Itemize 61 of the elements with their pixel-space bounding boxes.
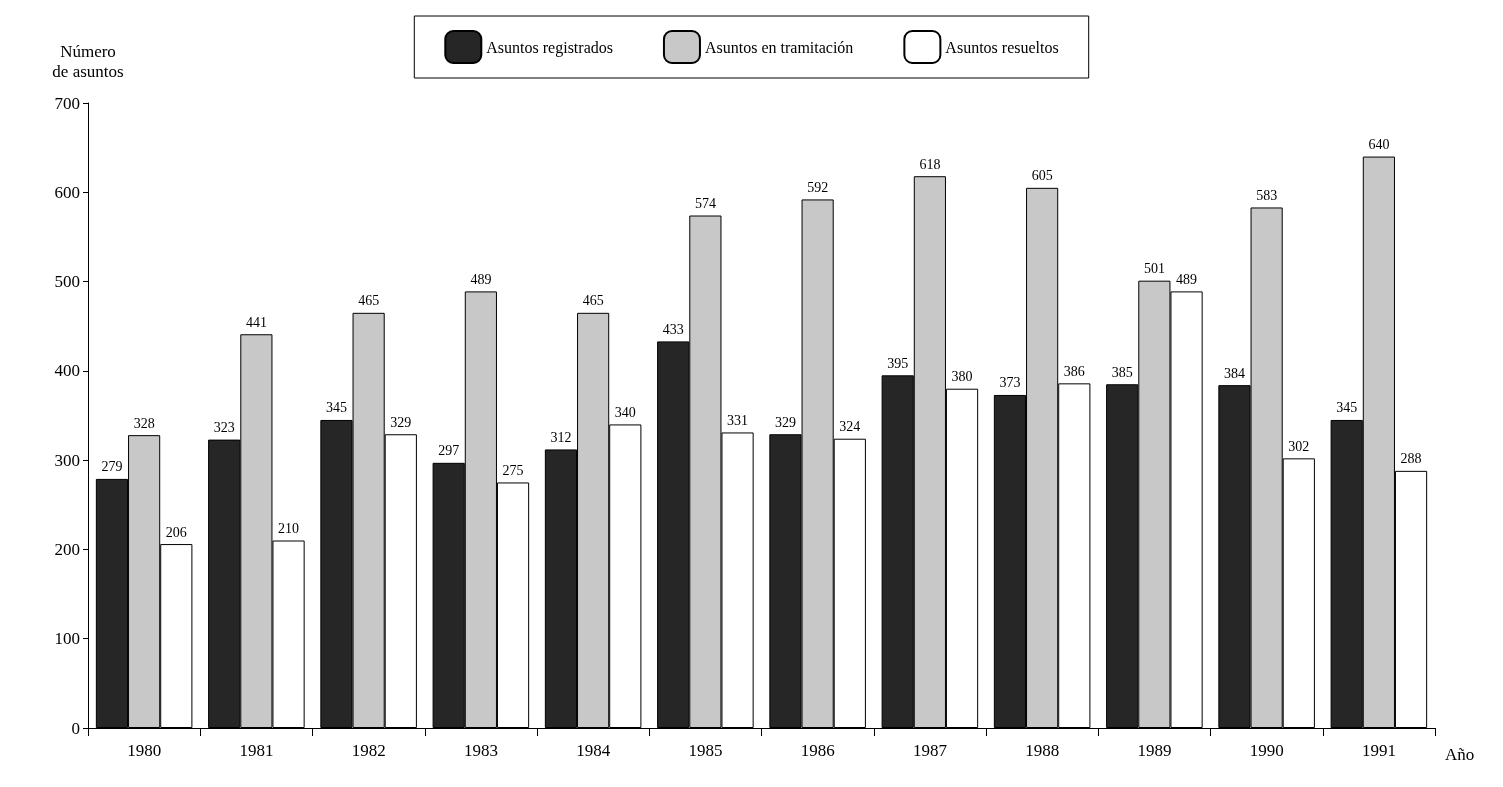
data-label: 640	[1368, 137, 1390, 153]
x-tick-label: 1982	[351, 741, 386, 760]
data-label: 618	[919, 156, 941, 172]
data-label: 345	[1336, 400, 1358, 416]
data-label: 433	[662, 321, 684, 337]
data-label: 328	[133, 415, 155, 431]
data-label: 331	[727, 412, 749, 428]
x-tick-label: 1984	[576, 741, 611, 760]
data-label: 329	[774, 414, 796, 430]
data-label: 441	[245, 314, 267, 330]
data-label: 489	[470, 271, 492, 287]
y-tick-label: 0	[71, 718, 80, 738]
data-label: 275	[502, 462, 524, 478]
data-label: 395	[887, 355, 909, 371]
x-tick-label: 1981	[239, 741, 274, 760]
data-label: 465	[358, 293, 380, 309]
x-tick-label: 1989	[1137, 741, 1172, 760]
data-label: 385	[1111, 364, 1133, 380]
data-label: 340	[614, 404, 636, 420]
x-tick-label: 1985	[688, 741, 723, 760]
legend-label: Asuntos en tramitación	[704, 38, 854, 56]
y-tick-label: 400	[54, 361, 80, 381]
data-label: 605	[1031, 168, 1053, 184]
y-tick-label: 500	[54, 272, 80, 292]
data-label: 210	[278, 521, 300, 536]
x-tick-label: 1991	[1361, 741, 1396, 760]
x-tick-label: 1983	[463, 741, 498, 760]
data-label: 384	[1223, 365, 1245, 381]
data-label: 288	[1400, 451, 1422, 467]
data-label: 206	[165, 524, 187, 540]
data-label: 386	[1063, 363, 1085, 379]
data-label: 489	[1176, 271, 1198, 287]
data-label: 345	[325, 400, 347, 416]
y-tick-label: 100	[54, 629, 80, 649]
data-label: 583	[1256, 187, 1278, 203]
data-label: 324	[839, 419, 861, 435]
y-tick-label: 200	[54, 539, 80, 559]
x-tick-label: 1988	[1025, 741, 1060, 760]
y-tick-label: 300	[54, 450, 80, 470]
y-tick-label: 700	[54, 93, 80, 113]
data-label: 302	[1288, 438, 1310, 454]
legend-label: Asuntos resueltos	[945, 38, 1059, 56]
data-label: 373	[999, 375, 1021, 391]
data-label: 323	[213, 420, 235, 436]
x-tick-label: 1990	[1249, 741, 1284, 760]
data-label: 574	[694, 196, 716, 211]
x-tick-label: 1986	[800, 741, 835, 760]
x-tick-label: 1980	[127, 741, 162, 760]
data-label: 465	[582, 293, 604, 309]
x-axis-title: Año	[1445, 745, 1475, 764]
data-label: 380	[951, 369, 973, 385]
y-tick-label: 600	[54, 182, 80, 202]
y-axis-title: Número de asuntos	[52, 41, 124, 81]
data-label: 329	[390, 414, 412, 430]
data-label: 297	[438, 443, 460, 459]
data-label: 501	[1143, 261, 1165, 277]
data-label: 592	[807, 179, 829, 195]
data-label: 312	[550, 429, 572, 445]
x-tick-label: 1987	[912, 741, 948, 760]
data-label: 279	[101, 459, 123, 475]
legend-label: Asuntos registrados	[486, 38, 613, 57]
